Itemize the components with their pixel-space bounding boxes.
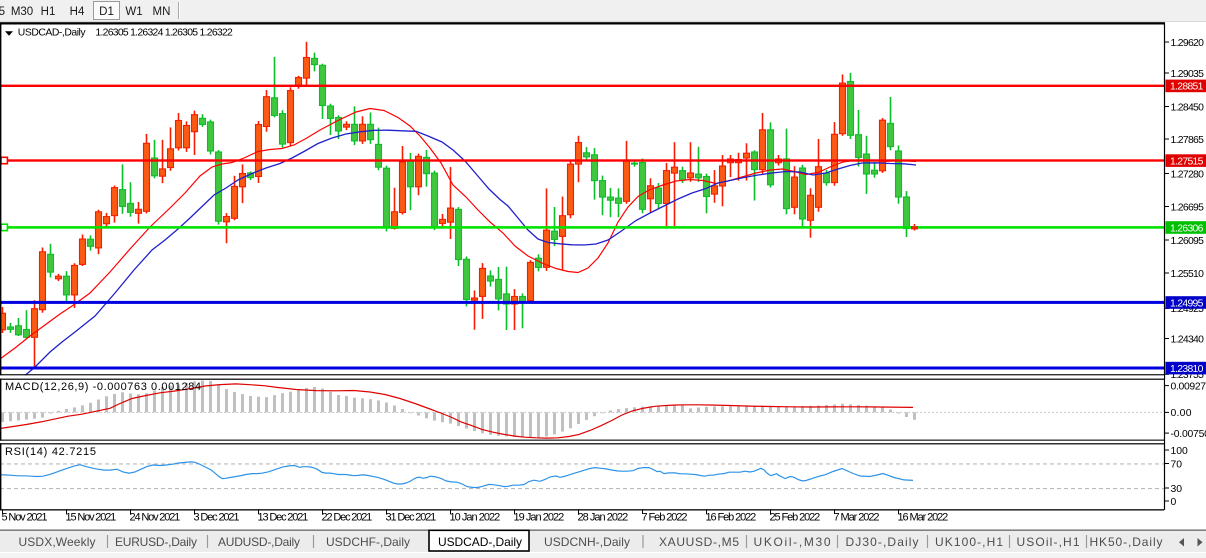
svg-text:1.25510: 1.25510 [1171, 269, 1205, 280]
svg-text:EURUSD-,Daily: EURUSD-,Daily [115, 535, 197, 549]
svg-text:UKOil-,M30: UKOil-,M30 [754, 535, 831, 549]
svg-text:31 Dec 2021: 31 Dec 2021 [386, 511, 437, 523]
svg-text:70: 70 [1171, 459, 1183, 470]
svg-text:USDCAD-,Daily: USDCAD-,Daily [438, 535, 522, 549]
svg-text:28 Jan 2022: 28 Jan 2022 [578, 511, 629, 523]
svg-text:M30: M30 [11, 6, 33, 18]
svg-text:1.29620: 1.29620 [1171, 38, 1205, 49]
svg-text:5 Nov 2021: 5 Nov 2021 [2, 511, 48, 523]
svg-text:30: 30 [1171, 484, 1183, 495]
svg-text:D1: D1 [99, 6, 114, 18]
svg-text:1.27280: 1.27280 [1171, 169, 1205, 180]
svg-text:USDCHF-,Daily: USDCHF-,Daily [326, 535, 410, 549]
svg-text:0.00: 0.00 [1171, 408, 1192, 419]
svg-text:H1: H1 [41, 6, 56, 18]
svg-text:15 Nov 2021: 15 Nov 2021 [66, 511, 117, 523]
svg-text:1.26095: 1.26095 [1171, 236, 1205, 247]
svg-text:100: 100 [1171, 446, 1189, 457]
svg-text:-0.007504: -0.007504 [1171, 429, 1206, 440]
svg-text:1.26306: 1.26306 [1170, 223, 1204, 234]
svg-text:USDCAD-,Daily: USDCAD-,Daily [18, 28, 87, 39]
svg-text:7 Feb 2022: 7 Feb 2022 [642, 511, 688, 523]
svg-text:USDCNH-,Daily: USDCNH-,Daily [544, 535, 630, 549]
svg-text:MACD(12,26,9) -0.000763 0.0012: MACD(12,26,9) -0.000763 0.001284 [5, 381, 201, 393]
svg-text:1.26695: 1.26695 [1171, 202, 1205, 213]
svg-text:13 Dec 2021: 13 Dec 2021 [258, 511, 309, 523]
svg-text:1.24995: 1.24995 [1170, 298, 1204, 309]
svg-text:10 Jan 2022: 10 Jan 2022 [450, 511, 501, 523]
svg-text:1.24340: 1.24340 [1171, 334, 1205, 345]
svg-text:DJ30-,Daily: DJ30-,Daily [846, 535, 919, 549]
svg-text:HK50-,Daily: HK50-,Daily [1090, 535, 1163, 549]
svg-text:W1: W1 [125, 6, 142, 18]
svg-text:USOil-,H1: USOil-,H1 [1017, 535, 1080, 549]
svg-text:1.24925: 1.24925 [1171, 304, 1205, 315]
svg-text:MN: MN [153, 6, 171, 18]
svg-text:22 Dec 2021: 22 Dec 2021 [322, 511, 373, 523]
svg-text:1.29035: 1.29035 [1171, 69, 1205, 80]
svg-text:USDX,Weekly: USDX,Weekly [19, 535, 96, 549]
svg-text:5: 5 [0, 6, 5, 18]
svg-text:1.27515: 1.27515 [1170, 156, 1204, 167]
svg-text:24 Nov 2021: 24 Nov 2021 [130, 511, 181, 523]
svg-text:1.23755: 1.23755 [1171, 370, 1205, 381]
svg-text:1.28851: 1.28851 [1170, 82, 1204, 93]
svg-text:19 Jan 2022: 19 Jan 2022 [514, 511, 565, 523]
svg-text:0.009278: 0.009278 [1171, 381, 1206, 392]
svg-text:3 Dec 2021: 3 Dec 2021 [194, 511, 240, 523]
svg-text:1.23810: 1.23810 [1170, 364, 1204, 375]
svg-text:RSI(14) 42.7215: RSI(14) 42.7215 [5, 446, 96, 458]
svg-text:H4: H4 [70, 6, 85, 18]
svg-text:0: 0 [1171, 497, 1177, 508]
svg-text:1.27865: 1.27865 [1171, 135, 1205, 146]
svg-text:UK100-,H1: UK100-,H1 [935, 535, 1003, 549]
svg-text:AUDUSD-,Daily: AUDUSD-,Daily [218, 535, 300, 549]
svg-text:16 Mar 2022: 16 Mar 2022 [898, 511, 949, 523]
svg-text:25 Feb 2022: 25 Feb 2022 [770, 511, 821, 523]
svg-text:XAUUSD-,M5: XAUUSD-,M5 [659, 535, 739, 549]
svg-text:16 Feb 2022: 16 Feb 2022 [706, 511, 757, 523]
svg-text:1.26305 1.26324 1.26305 1.2632: 1.26305 1.26324 1.26305 1.26322 [95, 28, 233, 39]
svg-text:7 Mar 2022: 7 Mar 2022 [834, 511, 880, 523]
svg-text:1.28450: 1.28450 [1171, 102, 1205, 113]
